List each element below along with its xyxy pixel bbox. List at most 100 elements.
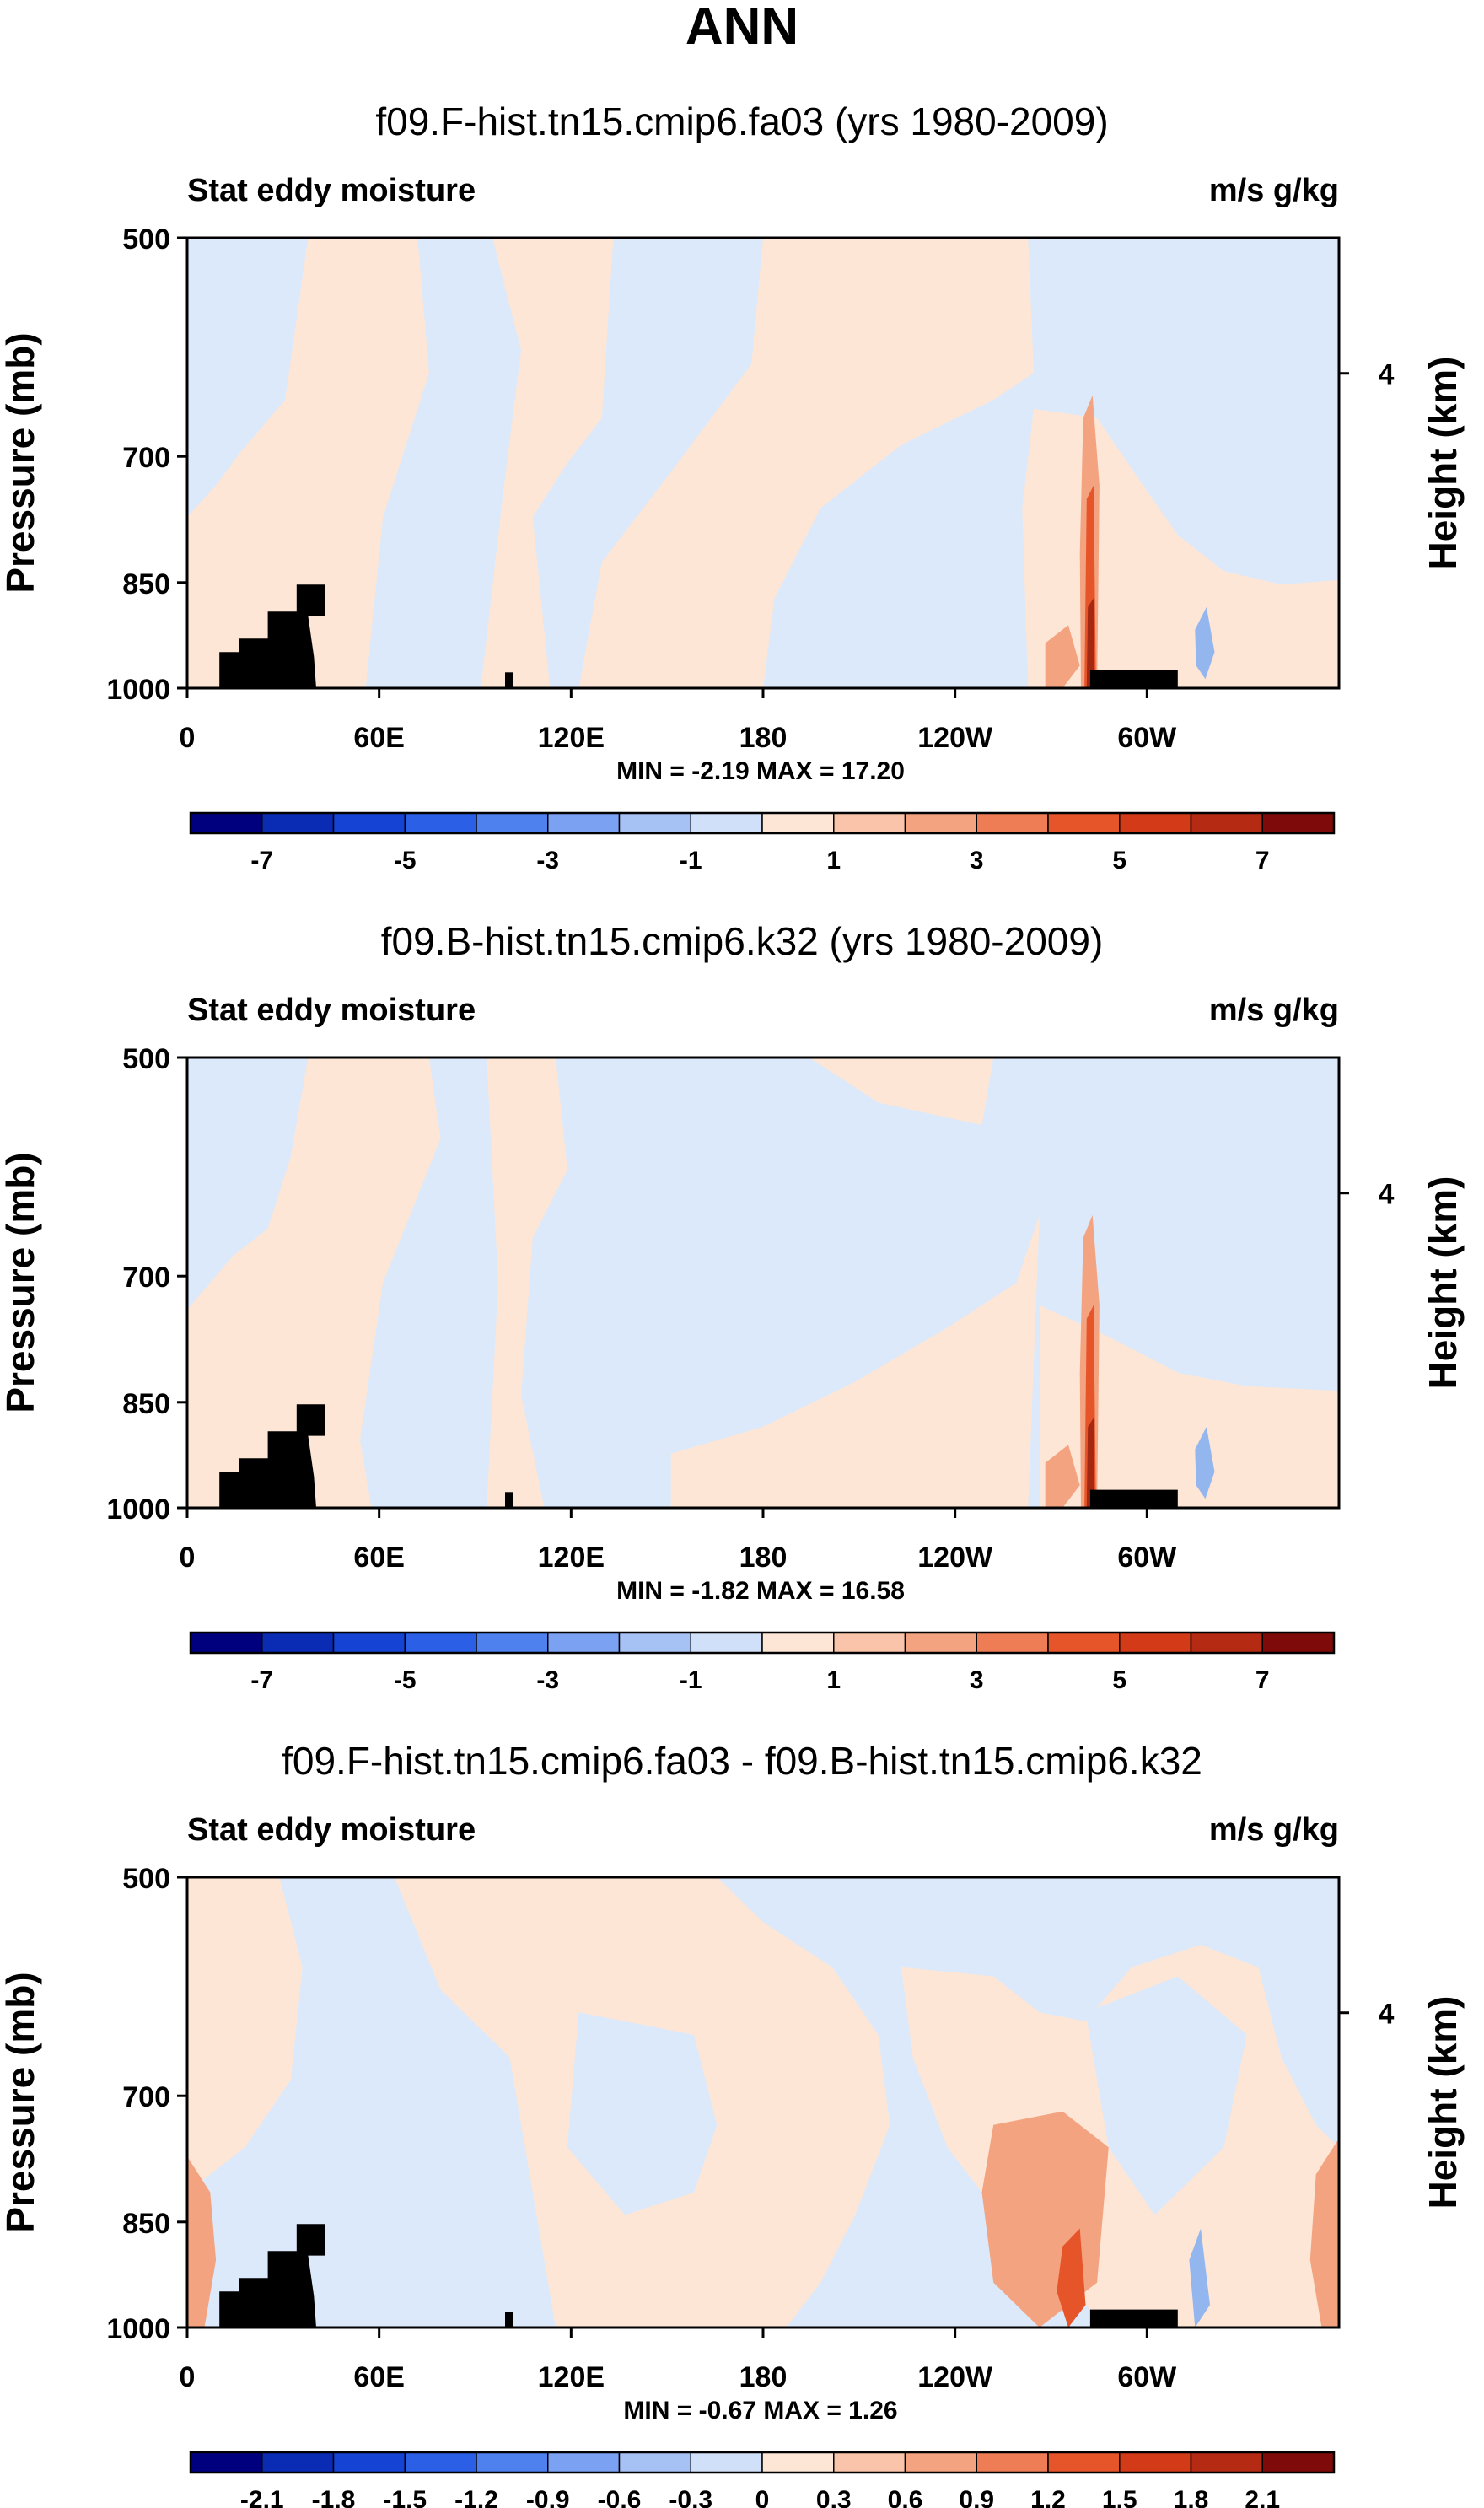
colorbar-swatch (1190, 812, 1263, 834)
land-mask (1089, 1489, 1178, 1508)
colorbar-swatch (1261, 2451, 1335, 2473)
land-mask (1089, 2309, 1178, 2328)
x-tick-label: 0 (180, 2361, 196, 2393)
colorbar-swatch (618, 812, 691, 834)
colorbar-swatch (190, 2451, 263, 2473)
x-tick-label: 60W (1117, 722, 1177, 754)
land-mask (1089, 670, 1178, 688)
field-label: Stat eddy moisture (187, 173, 476, 208)
min-max-label: MIN = -2.19 MAX = 17.20 (616, 757, 905, 785)
y-tick-label: 700 (122, 1262, 170, 1294)
positive-region (1022, 408, 1339, 688)
y-tick-label: 500 (122, 223, 170, 256)
colorbar-swatch (261, 1632, 335, 1654)
colorbar-swatch (690, 1632, 763, 1654)
colorbar-swatch (976, 1632, 1049, 1654)
colorbar-swatch (976, 812, 1049, 834)
y-tick-label: 700 (122, 2081, 170, 2113)
colorbar-swatch (332, 1632, 406, 1654)
x-tick-label: 60E (353, 1542, 405, 1574)
positive-region (481, 238, 614, 688)
min-max-label: MIN = -0.67 MAX = 1.26 (623, 2397, 897, 2425)
contour-field (187, 1877, 1339, 2328)
colorbar-swatch (761, 2451, 835, 2473)
colorbar-swatch (833, 1632, 906, 1654)
negative-patch (1195, 606, 1215, 680)
panel-title: f09.F-hist.tn15.cmip6.fa03 (yrs 1980-200… (375, 100, 1108, 143)
colorbar-label: -0.6 (598, 2486, 642, 2508)
colorbar-swatch (904, 812, 977, 834)
negative-patch (1195, 1426, 1215, 1499)
land-mask (505, 672, 513, 688)
main-title: ANN (686, 0, 798, 56)
contour-field (187, 1058, 1339, 1508)
right-axis-label: Height (km) (1421, 1996, 1465, 2209)
field-label: Stat eddy moisture (187, 1812, 476, 1848)
colorbar-label: 1 (826, 847, 841, 875)
colorbar-label: -1.5 (383, 2486, 427, 2508)
colorbar-label: -5 (394, 847, 417, 875)
colorbar-swatch (476, 2451, 549, 2473)
andes-plume-max (1086, 598, 1095, 688)
colorbar-label: 1.2 (1030, 2486, 1066, 2508)
x-tick-label: 180 (739, 722, 788, 754)
y-axis-label: Pressure (mb) (0, 1152, 42, 1413)
x-tick-label: 60W (1117, 2361, 1177, 2393)
colorbar-label: 0 (755, 2486, 770, 2508)
colorbar-swatch (547, 1632, 621, 1654)
field-label: Stat eddy moisture (187, 993, 476, 1028)
right-axis-label: Height (km) (1421, 1176, 1465, 1390)
y-tick-label: 1000 (106, 1493, 170, 1526)
colorbar-label: 7 (1255, 847, 1270, 875)
colorbar-label: -3 (536, 1666, 559, 1694)
x-tick-label: 60E (353, 722, 405, 754)
right-tick-label: 4 (1379, 1179, 1395, 1211)
colorbar-label: -0.3 (669, 2486, 712, 2508)
colorbar-swatch (690, 812, 763, 834)
positive-region (1039, 1305, 1339, 1508)
land-mask (505, 1492, 513, 1508)
x-tick-label: 180 (739, 2361, 788, 2393)
colorbar-swatch (547, 2451, 621, 2473)
positive-region (670, 1058, 994, 1126)
colorbar-swatch (904, 2451, 977, 2473)
positive-patch (1309, 2138, 1339, 2328)
colorbar-swatch (1047, 1632, 1121, 1654)
colorbar-swatch (332, 2451, 406, 2473)
x-tick-label: 60E (353, 2361, 405, 2393)
positive-region (578, 238, 1034, 688)
y-axis-label: Pressure (mb) (0, 332, 42, 593)
colorbar-label: 3 (970, 847, 984, 875)
colorbar-swatch (261, 2451, 335, 2473)
colorbar-frame (189, 1631, 1336, 1655)
land-mask (219, 2224, 325, 2328)
panel-title: f09.F-hist.tn15.cmip6.fa03 - f09.B-hist.… (282, 1739, 1202, 1783)
colorbar-swatch (547, 812, 621, 834)
positive-region (487, 1058, 567, 1508)
colorbar-label: 2.1 (1245, 2486, 1280, 2508)
x-tick-label: 0 (180, 1542, 196, 1574)
colorbar-swatch (976, 2451, 1049, 2473)
colorbar-swatch (761, 812, 835, 834)
colorbar-label: 3 (970, 1666, 984, 1694)
colorbar-swatch (833, 812, 906, 834)
andes-difference-core (1057, 2228, 1086, 2328)
y-tick-label: 850 (122, 568, 170, 600)
y-tick-label: 1000 (106, 2313, 170, 2345)
colorbar-swatch (1047, 2451, 1121, 2473)
negative-region (233, 2012, 476, 2328)
land-mask (219, 584, 325, 688)
colorbar-label: -7 (250, 1666, 273, 1694)
units-label: m/s g/kg (1209, 993, 1339, 1028)
colorbar-label: 0.9 (959, 2486, 994, 2508)
colorbar-label: -7 (250, 847, 273, 875)
x-tick-label: 120E (538, 2361, 605, 2393)
colorbar-label: 1 (826, 1666, 841, 1694)
colorbar-swatch (904, 1632, 977, 1654)
colorbar-frame (189, 2451, 1336, 2474)
positive-region (187, 238, 429, 688)
y-tick-label: 850 (122, 1388, 170, 1420)
x-tick-label: 120E (538, 1542, 605, 1574)
colorbar-swatch (833, 2451, 906, 2473)
